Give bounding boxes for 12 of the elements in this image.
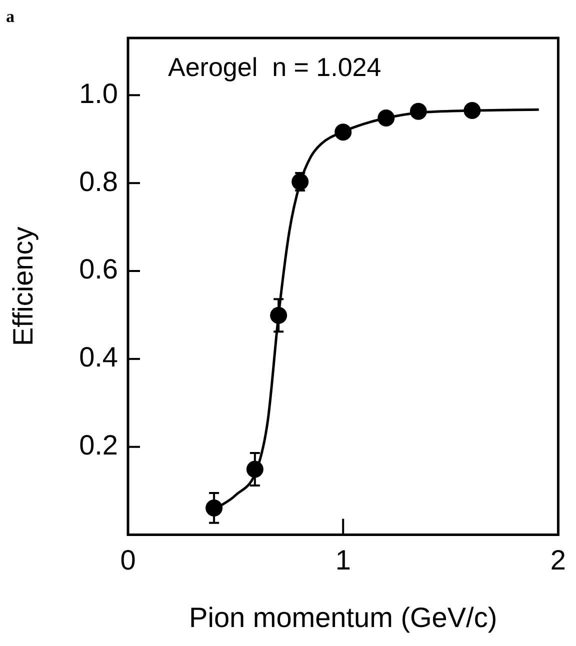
y-tick-label: 0.4 bbox=[79, 342, 118, 373]
y-axis-title: Efficiency bbox=[8, 226, 39, 346]
x-tick-label: 1 bbox=[335, 544, 351, 576]
x-tick-label: 2 bbox=[550, 544, 566, 576]
x-tick-label: 0 bbox=[120, 544, 136, 576]
text: a bbox=[6, 6, 15, 26]
annotation: Aerogel n = 1.024 bbox=[168, 52, 382, 82]
y-tick-label: 0.6 bbox=[79, 254, 118, 285]
y-tick-label: 0.8 bbox=[79, 166, 118, 197]
y-tick-label: 1.0 bbox=[79, 78, 118, 109]
y-tick-label: 0.2 bbox=[79, 430, 118, 461]
x-axis-title: Pion momentum (GeV/c) bbox=[189, 602, 498, 633]
